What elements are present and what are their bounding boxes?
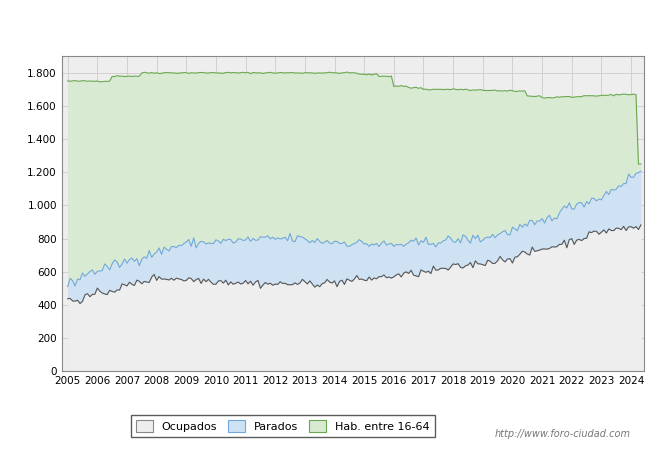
Legend: Ocupados, Parados, Hab. entre 16-64: Ocupados, Parados, Hab. entre 16-64: [131, 414, 435, 437]
Text: http://www.foro-ciudad.com: http://www.foro-ciudad.com: [495, 429, 630, 439]
Text: Tijarafe - Evolucion de la poblacion en edad de Trabajar Mayo de 2024: Tijarafe - Evolucion de la poblacion en …: [61, 17, 589, 30]
